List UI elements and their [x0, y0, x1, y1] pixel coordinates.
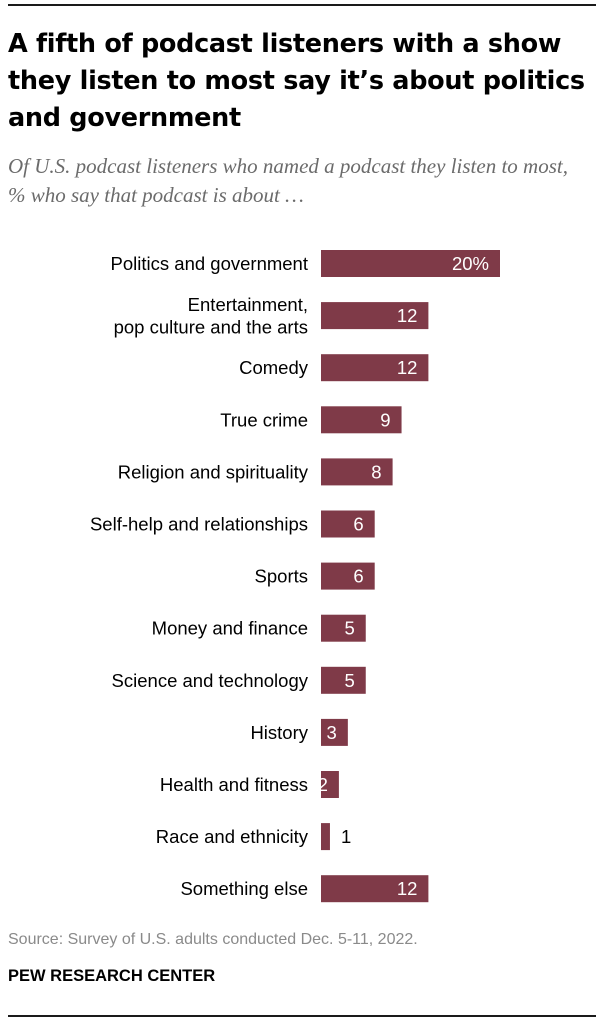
bar — [321, 562, 375, 590]
category-label: History — [250, 722, 308, 743]
bar-value-label: 12 — [397, 305, 418, 326]
bar — [321, 666, 366, 694]
brand-logo-text: PEW RESEARCH CENTER — [8, 967, 216, 985]
source-note: Source: Survey of U.S. adults conducted … — [8, 931, 418, 948]
bar — [321, 458, 393, 486]
bar-value-label: 8 — [371, 461, 381, 482]
category-label: Race and ethnicity — [156, 826, 309, 847]
bottom-rule — [8, 1015, 596, 1017]
category-label: Comedy — [239, 357, 309, 378]
bar-value-label: 12 — [397, 357, 418, 378]
bar-value-label: 1 — [341, 826, 351, 847]
category-label: Religion and spirituality — [118, 461, 309, 482]
bar — [321, 875, 429, 903]
category-label: Sports — [255, 566, 308, 587]
bar-value-label: 20% — [452, 253, 489, 274]
bar — [321, 614, 366, 642]
bar — [321, 823, 330, 851]
category-label: Self-help and relationships — [90, 514, 308, 535]
bar-value-label: 6 — [353, 514, 363, 535]
category-label: Science and technology — [112, 670, 309, 691]
bar-value-label: 3 — [327, 722, 337, 743]
bar-value-label: 9 — [380, 409, 390, 430]
bar — [321, 250, 500, 277]
category-label: Health and fitness — [160, 774, 308, 795]
bar — [321, 771, 339, 798]
bar-value-label: 2 — [318, 774, 328, 795]
category-label: Entertainment, pop culture and the arts — [114, 294, 308, 338]
category-label: Something else — [180, 878, 308, 899]
bar-value-label: 5 — [344, 618, 354, 639]
chart-subtitle: Of U.S. podcast listeners who named a po… — [8, 154, 568, 207]
bar — [321, 302, 429, 330]
bar-chart: Politics and government 20% Entertainment,… — [90, 250, 500, 903]
top-rule — [8, 4, 596, 6]
category-label: Money and finance — [152, 618, 308, 639]
chart-title: A fifth of podcast listeners with a show… — [8, 29, 585, 133]
bar-value-label: 5 — [344, 670, 354, 691]
bar-value-label: 12 — [397, 878, 418, 899]
bar-value-label: 6 — [353, 566, 363, 587]
bar — [321, 718, 348, 746]
category-label: True crime — [220, 409, 308, 430]
bar — [321, 406, 402, 434]
bar — [321, 354, 429, 382]
bar — [321, 510, 375, 538]
category-label: Politics and government — [111, 253, 308, 274]
